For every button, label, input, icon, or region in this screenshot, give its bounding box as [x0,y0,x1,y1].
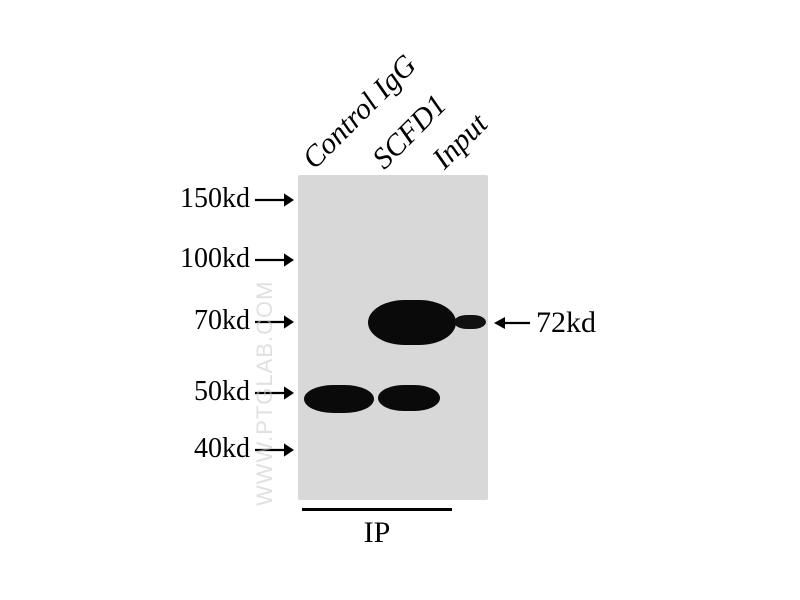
target-mw-label: 72kd [536,306,596,340]
blot-band [378,385,440,411]
blot-band [454,315,486,329]
blot-band [368,300,456,345]
mw-arrow-icon [255,249,295,271]
mw-arrow-icon [255,189,295,211]
mw-label: 100kd [0,243,250,275]
mw-label: 50kd [0,376,250,408]
western-blot-figure: 150kd100kd70kd50kd40kd Control IgGSCFD1I… [0,0,800,600]
ip-underline [302,508,452,511]
ip-label: IP [302,516,452,550]
mw-label: 150kd [0,183,250,215]
target-arrow [493,312,532,334]
watermark-text: WWW.PTGLAB.COM [252,281,278,506]
mw-label: 40kd [0,433,250,465]
blot-band [304,385,374,413]
mw-label: 70kd [0,305,250,337]
